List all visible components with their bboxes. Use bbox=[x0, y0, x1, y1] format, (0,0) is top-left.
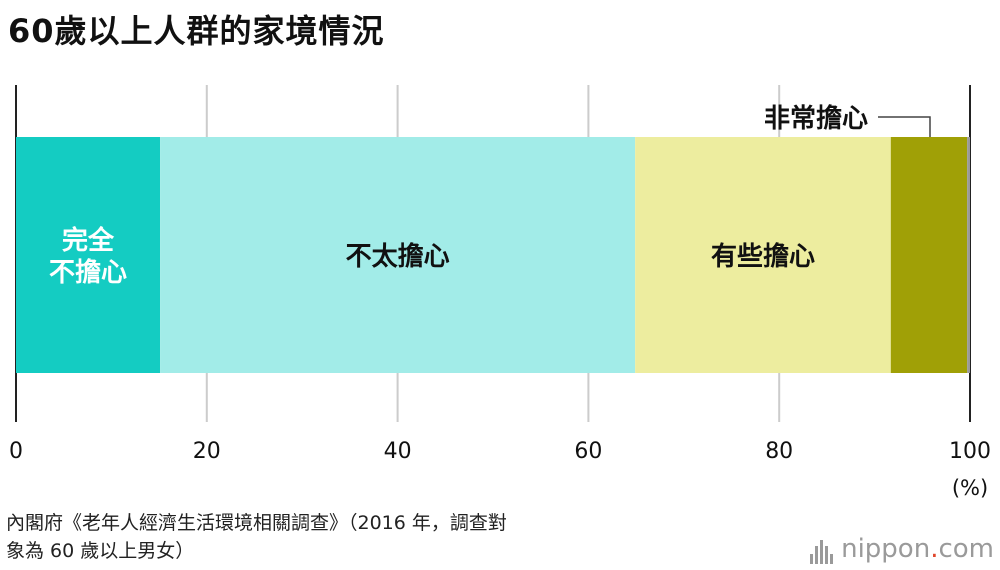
logo-suffix: com bbox=[938, 533, 994, 564]
logo-dot: . bbox=[930, 533, 939, 564]
bar-segment bbox=[635, 137, 891, 373]
segment-label: 有些擔心 bbox=[711, 241, 815, 272]
x-tick-label: 20 bbox=[193, 439, 221, 464]
bar-segment bbox=[967, 137, 970, 373]
segment-label: 不太擔心 bbox=[346, 241, 450, 272]
source-note-line2: 象為 60 歲以上男女） bbox=[6, 540, 195, 562]
x-tick-label: 60 bbox=[574, 439, 602, 464]
nippon-logo: nippon.com bbox=[810, 533, 994, 564]
bar-segments bbox=[16, 137, 970, 373]
x-tick-label: 0 bbox=[9, 439, 23, 464]
x-tick-label: 80 bbox=[765, 439, 793, 464]
x-tick-label: 100 bbox=[949, 439, 991, 464]
logo-bars-icon bbox=[810, 534, 835, 564]
chart-title: 60歲以上人群的家境情況 bbox=[8, 12, 385, 50]
logo-brand: nippon bbox=[841, 533, 931, 564]
source-note-line1: 內閣府《老年人經濟生活環境相關調查》（2016 年，調查對 bbox=[6, 512, 507, 534]
bar-segment bbox=[160, 137, 636, 373]
segment-label: 不擔心 bbox=[49, 257, 127, 288]
x-unit-label: (%) bbox=[952, 476, 988, 500]
x-tick-label: 40 bbox=[384, 439, 412, 464]
bar-segment bbox=[16, 137, 161, 373]
x-axis: 0 20 40 60 80 100 (%) bbox=[9, 439, 991, 500]
callout-leader-line bbox=[878, 116, 931, 137]
segment-label: 非常擔心 bbox=[764, 103, 868, 134]
callout: 非常擔心 bbox=[764, 103, 931, 137]
bar-segment bbox=[890, 137, 968, 373]
segment-label: 完全 bbox=[62, 225, 115, 256]
